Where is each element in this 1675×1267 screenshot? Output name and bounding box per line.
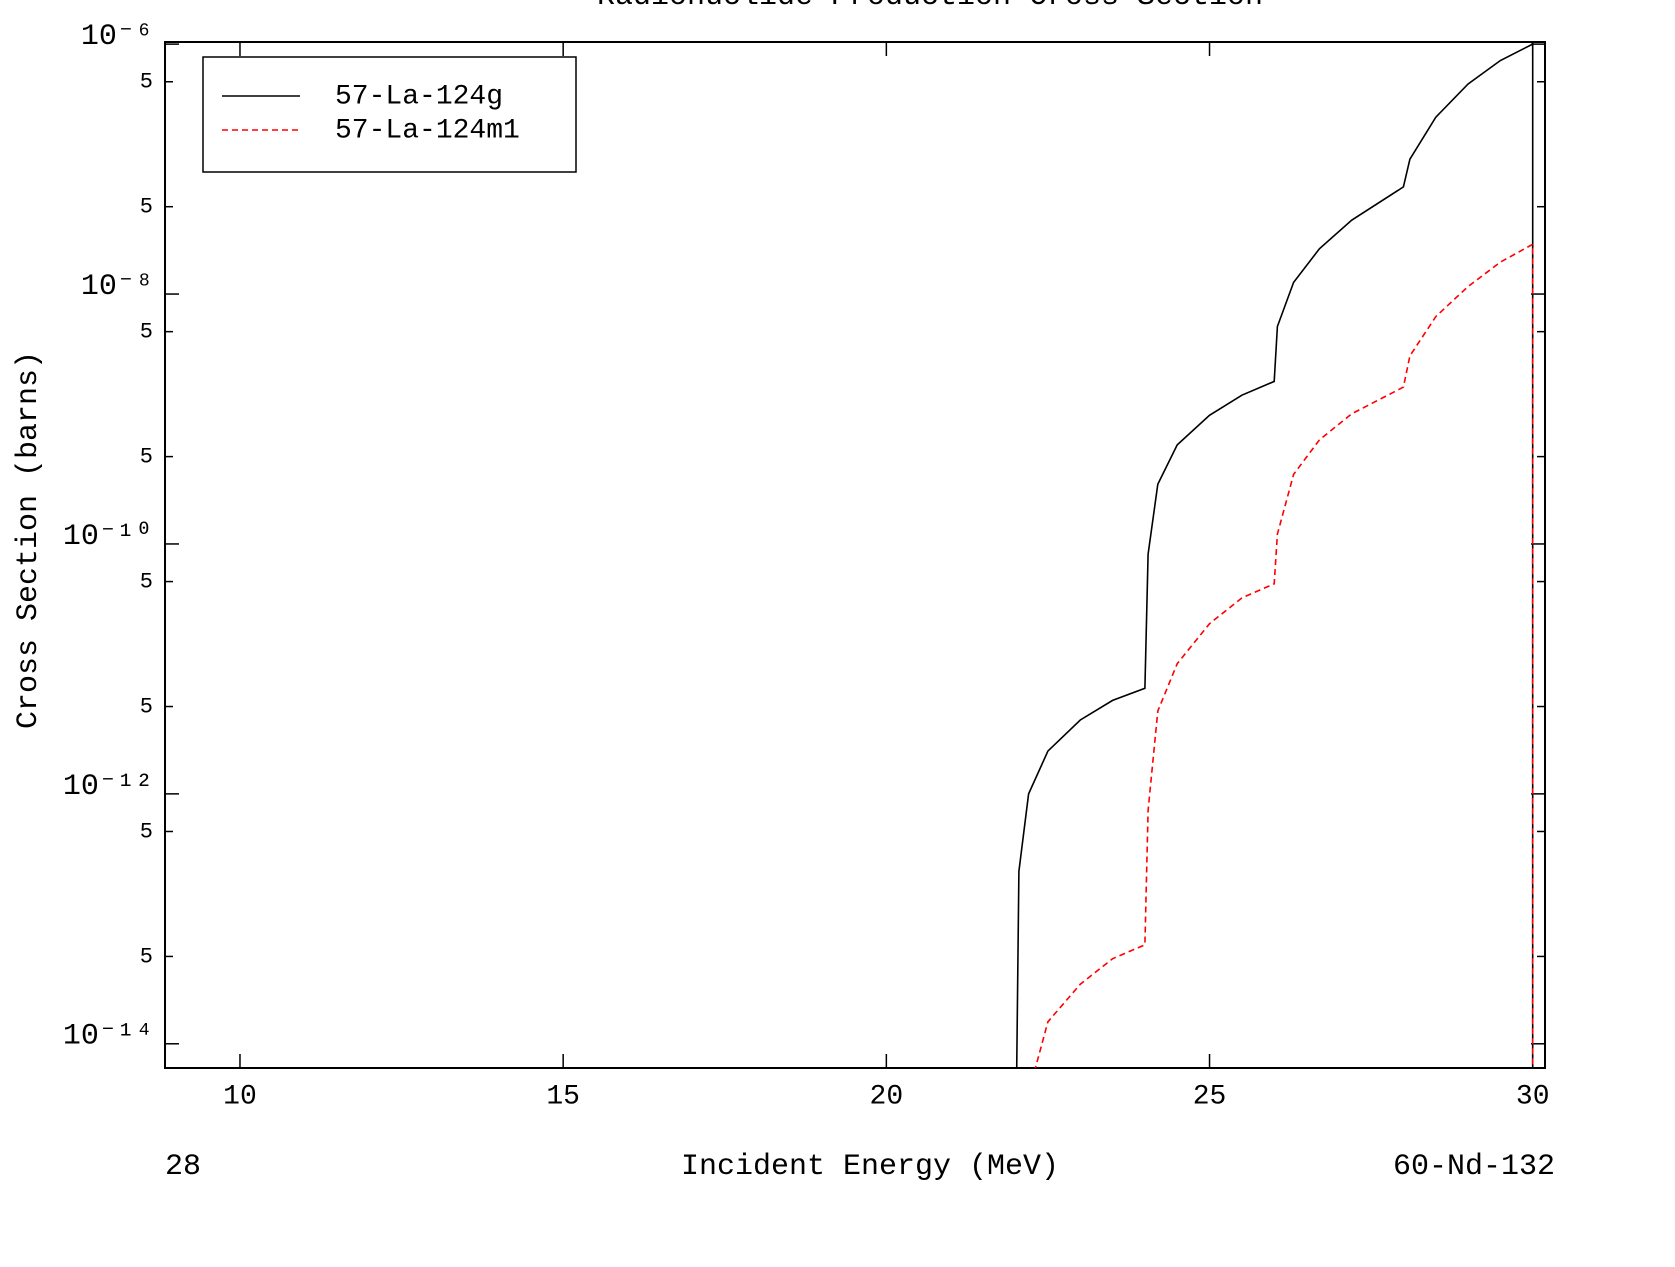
y-tick-label: 5 (140, 569, 153, 594)
x-tick-label: 25 (1193, 1081, 1227, 1112)
series-line (1034, 242, 1534, 1068)
y-tick-label: 5 (140, 195, 153, 220)
y-tick-label: 5 (140, 819, 153, 844)
footer-right: 60-Nd-132 (1393, 1150, 1555, 1184)
x-axis-label: Incident Energy (MeV) (681, 1150, 1059, 1184)
legend-label: 57-La-124m1 (335, 115, 520, 146)
plot-lines (1015, 42, 1534, 1068)
y-tick-label: 10⁻¹⁰ (63, 520, 153, 554)
y-tick-label: 5 (140, 444, 153, 469)
y-tick-label: 5 (140, 694, 153, 719)
y-axis-label: Cross Section (barns) (12, 351, 46, 729)
x-tick-label: 15 (546, 1081, 580, 1112)
y-tick-label: 5 (140, 70, 153, 95)
y-tick-label: 10⁻¹² (63, 770, 153, 804)
legend-box (202, 56, 577, 173)
y-tick-label: 10⁻⁸ (81, 270, 153, 304)
series-line (1015, 42, 1534, 1068)
y-tick-label: 10⁻⁶ (81, 20, 153, 54)
y-tick-label: 5 (140, 944, 153, 969)
chart-title: Radionuclide Production Cross Section (597, 0, 1263, 14)
plot-frame (164, 41, 1546, 1069)
footer-left: 28 (165, 1150, 201, 1184)
y-tick-label: 10⁻¹⁴ (63, 1020, 153, 1054)
x-tick-label: 30 (1516, 1081, 1550, 1112)
x-tick-label: 20 (870, 1081, 904, 1112)
legend-label: 57-La-124g (335, 81, 503, 112)
x-tick-label: 10 (223, 1081, 257, 1112)
y-tick-label: 5 (140, 319, 153, 344)
